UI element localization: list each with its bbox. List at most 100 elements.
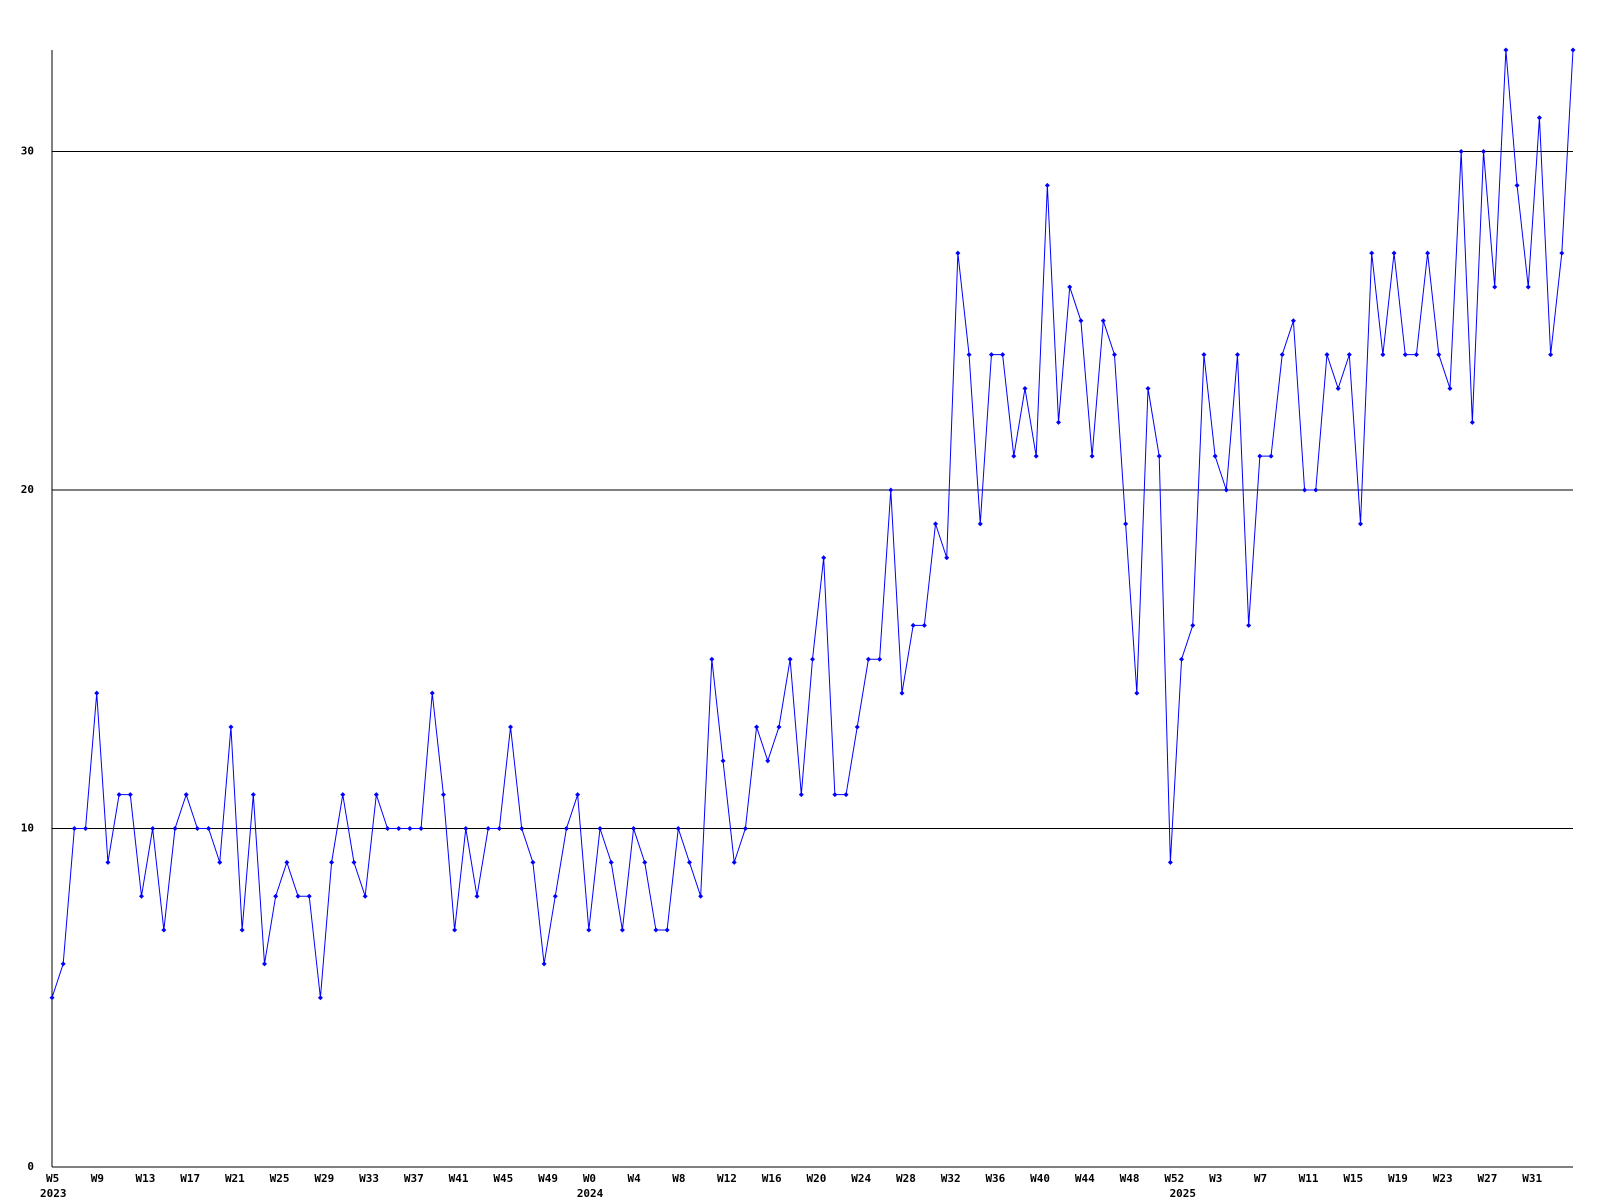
data-point (1458, 149, 1464, 155)
data-point (83, 826, 89, 832)
data-point (1447, 385, 1453, 391)
x-tick-label: W16 (762, 1172, 782, 1185)
data-point (1067, 284, 1073, 290)
x-tick-label: W29 (314, 1172, 334, 1185)
data-point (720, 758, 726, 764)
data-point (765, 758, 771, 764)
x-tick-label: W27 (1478, 1172, 1498, 1185)
data-point (172, 826, 178, 832)
data-point (250, 792, 256, 798)
x-tick-label: W15 (1343, 1172, 1363, 1185)
data-point (440, 792, 446, 798)
x-tick-label: W17 (180, 1172, 200, 1185)
data-point (1425, 250, 1431, 256)
data-point (1000, 352, 1006, 358)
x-tick-label: W21 (225, 1172, 245, 1185)
x-tick-label: W28 (896, 1172, 916, 1185)
x-tick-label: W12 (717, 1172, 737, 1185)
y-tick-label: 20 (21, 483, 34, 496)
data-point (933, 521, 939, 527)
data-point (1324, 352, 1330, 358)
x-tick-label: W25 (270, 1172, 290, 1185)
data-point (1246, 622, 1252, 628)
data-point (1033, 453, 1039, 459)
data-point (1492, 284, 1498, 290)
data-point (742, 826, 748, 832)
data-point (1201, 352, 1207, 358)
x-tick-label: W23 (1433, 1172, 1453, 1185)
data-point (1346, 352, 1352, 358)
x-tick-label: W41 (449, 1172, 469, 1185)
data-point (955, 250, 961, 256)
data-point (843, 792, 849, 798)
data-point (854, 724, 860, 730)
x-tick-label: W48 (1120, 1172, 1140, 1185)
data-point (1111, 352, 1117, 358)
data-point (821, 555, 827, 561)
data-point (1391, 250, 1397, 256)
data-point (1548, 352, 1554, 358)
data-point (1022, 385, 1028, 391)
data-point (731, 859, 737, 865)
data-point (798, 792, 804, 798)
x-tick-label: W5 (46, 1172, 59, 1185)
data-point (698, 893, 704, 899)
x-tick-label: W44 (1075, 1172, 1095, 1185)
data-point (127, 792, 133, 798)
data-point (619, 927, 625, 933)
data-point (686, 859, 692, 865)
data-point (385, 826, 391, 832)
y-tick-label: 10 (21, 822, 34, 835)
data-point (1358, 521, 1364, 527)
data-point (541, 961, 547, 967)
data-point (228, 724, 234, 730)
data-point (1190, 622, 1196, 628)
data-point (150, 826, 156, 832)
data-point (877, 656, 883, 662)
data-point (754, 724, 760, 730)
data-point (284, 859, 290, 865)
data-point (575, 792, 581, 798)
data-point (597, 826, 603, 832)
x-tick-label: W13 (135, 1172, 155, 1185)
data-point (586, 927, 592, 933)
data-point (508, 724, 514, 730)
x-year-label: 2025 (1170, 1187, 1197, 1200)
x-tick-label: W36 (985, 1172, 1005, 1185)
data-point (194, 826, 200, 832)
data-point (116, 792, 122, 798)
data-point (49, 995, 55, 1001)
data-point (351, 859, 357, 865)
data-point (161, 927, 167, 933)
x-tick-label: W37 (404, 1172, 424, 1185)
data-point (407, 826, 413, 832)
data-point (373, 792, 379, 798)
x-year-label: 2023 (40, 1187, 67, 1200)
data-point (340, 792, 346, 798)
x-tick-label: W4 (628, 1172, 642, 1185)
data-point (1559, 250, 1565, 256)
data-point (910, 622, 916, 628)
data-point (944, 555, 950, 561)
data-point (988, 352, 994, 358)
x-tick-label: W0 (583, 1172, 596, 1185)
data-line (51, 49, 1574, 998)
data-point (675, 826, 681, 832)
x-tick-label: W9 (91, 1172, 104, 1185)
data-point (1268, 453, 1274, 459)
x-tick-label: W31 (1522, 1172, 1542, 1185)
data-point (1481, 149, 1487, 155)
data-point (60, 961, 66, 967)
data-point (966, 352, 972, 358)
data-point (1234, 352, 1240, 358)
data-point (1380, 352, 1386, 358)
x-tick-label: W33 (359, 1172, 379, 1185)
data-point (776, 724, 782, 730)
x-tick-label: W40 (1030, 1172, 1050, 1185)
data-point (653, 927, 659, 933)
y-tick-label: 30 (21, 145, 34, 158)
data-point (1503, 47, 1509, 53)
data-point (552, 893, 558, 899)
data-point (608, 859, 614, 865)
